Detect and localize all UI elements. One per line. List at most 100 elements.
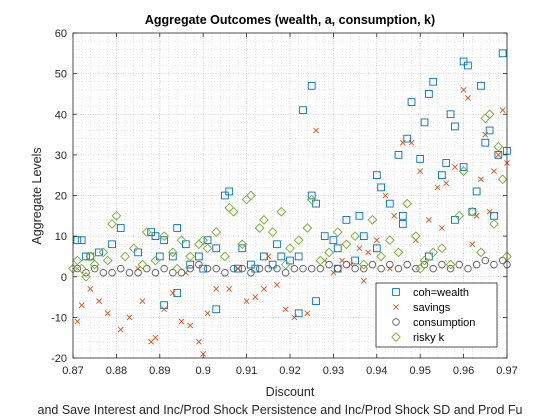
- savings-point: [382, 192, 389, 199]
- savings-point: [126, 314, 133, 321]
- savings-point: [135, 265, 142, 272]
- wealth-point: [481, 138, 490, 147]
- figure-caption: and Save Interest and Inc/Prod Shock Per…: [38, 403, 523, 417]
- wealth-point: [320, 232, 329, 240]
- wealth-point: [312, 297, 320, 305]
- consumption-point: [108, 268, 116, 277]
- consumption-point: [386, 260, 394, 269]
- wealth-point: [212, 244, 221, 253]
- wealth-point: [116, 224, 125, 232]
- consumption-point: [90, 264, 99, 273]
- risky-k-point: [198, 235, 209, 246]
- savings-point: [291, 314, 298, 321]
- savings-point: [104, 310, 111, 317]
- savings-point: [391, 212, 398, 219]
- savings-point: [434, 184, 441, 191]
- savings-point: [274, 281, 280, 288]
- savings-point: [252, 294, 259, 300]
- wealth-point: [134, 248, 142, 257]
- risky-k-point: [358, 259, 369, 270]
- savings-point: [178, 318, 185, 325]
- savings-point: [169, 290, 176, 296]
- consumption-point: [325, 260, 333, 269]
- risky-k-point: [458, 166, 469, 176]
- wealth-point: [468, 207, 477, 216]
- risky-k-point: [341, 239, 352, 250]
- consumption-point: [169, 268, 177, 277]
- wealth-point: [329, 236, 338, 245]
- risky-k-point: [267, 227, 278, 237]
- wealth-point: [247, 260, 255, 269]
- consumption-point: [82, 268, 90, 277]
- consumption-point: [360, 264, 368, 273]
- savings-point: [87, 286, 94, 292]
- consumption-point: [143, 264, 151, 273]
- legend-marker: [392, 318, 400, 326]
- wealth-point: [151, 232, 160, 240]
- wealth-point: [403, 134, 412, 143]
- savings-point: [117, 326, 124, 333]
- x-tick-label: 0.88: [106, 365, 127, 377]
- consumption-point: [229, 264, 238, 273]
- consumption-point: [490, 260, 498, 269]
- wealth-point: [173, 289, 182, 297]
- savings-point: [304, 310, 311, 317]
- risky-k-point: [254, 223, 265, 233]
- wealth-point: [95, 248, 103, 257]
- consumption-point: [299, 264, 307, 273]
- x-tick-label: 0.92: [279, 365, 300, 377]
- wealth-point: [451, 122, 459, 131]
- wealth-point: [472, 187, 481, 196]
- series-consumption: [73, 256, 511, 277]
- savings-point: [243, 298, 250, 305]
- risky-k-point: [72, 255, 83, 266]
- consumption-point: [394, 264, 403, 273]
- legend-label: savings: [413, 302, 451, 314]
- wealth-point: [268, 260, 277, 269]
- x-tick-label: 0.91: [236, 365, 257, 377]
- savings-point: [213, 286, 220, 292]
- savings-point: [96, 298, 102, 305]
- savings-point: [486, 208, 493, 215]
- consumption-point: [412, 264, 420, 273]
- consumption-point: [203, 264, 212, 273]
- savings-point: [356, 245, 363, 252]
- wealth-point: [394, 151, 403, 159]
- wealth-point: [442, 159, 451, 167]
- consumption-point: [307, 264, 316, 273]
- x-tick-labels: 0.87 0.88 0.89 0.9 0.91 0.92 0.93 0.94 0.95 0.96 0…: [62, 365, 517, 377]
- savings-point: [152, 334, 159, 341]
- wealth-point: [299, 106, 307, 115]
- consumption-point: [290, 264, 299, 273]
- risky-k-point: [237, 239, 248, 250]
- wealth-point: [160, 301, 168, 310]
- risky-k-point: [497, 174, 508, 185]
- wealth-point: [398, 220, 407, 228]
- consumption-point: [125, 268, 134, 277]
- wealth-point: [251, 264, 260, 273]
- risky-k-point: [167, 247, 178, 258]
- wealth-point: [273, 240, 281, 249]
- consumption-point: [464, 264, 472, 273]
- data-points: [68, 49, 512, 357]
- y-tick-label: 60: [55, 28, 67, 40]
- wealth-point: [342, 216, 351, 224]
- risky-k-point: [259, 215, 269, 225]
- savings-point: [460, 86, 467, 93]
- consumption-point: [186, 264, 194, 273]
- wealth-point: [355, 211, 364, 220]
- consumption-point: [247, 268, 255, 277]
- wealth-point: [451, 216, 459, 224]
- wealth-point: [238, 244, 247, 253]
- y-tick-label: 40: [55, 109, 67, 121]
- wealth-point: [438, 171, 446, 180]
- risky-k-point: [428, 247, 439, 258]
- savings-point: [386, 265, 393, 272]
- risky-k-point: [350, 231, 360, 241]
- wealth-point: [377, 183, 385, 192]
- risky-k-point: [172, 263, 182, 274]
- risky-k-point: [467, 206, 478, 217]
- risky-k-point: [81, 271, 91, 282]
- savings-point: [473, 212, 480, 219]
- wealth-point: [459, 163, 468, 171]
